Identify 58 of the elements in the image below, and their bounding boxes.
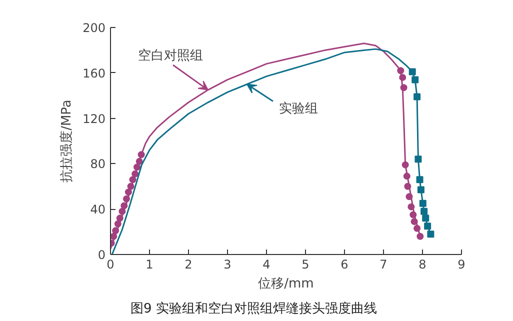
- text: 实验组: [279, 102, 318, 117]
- y-tick-label: 80: [90, 157, 106, 172]
- x-tick-label: 9: [458, 258, 466, 272]
- point: [410, 218, 418, 226]
- y-tick-label: 160: [82, 66, 106, 80]
- point: [112, 227, 120, 234]
- point: [420, 208, 428, 215]
- point: [408, 68, 416, 76]
- x-axis-title: 位移/mm: [258, 276, 314, 292]
- point: [400, 84, 408, 92]
- x-tick-label: 5: [302, 258, 310, 272]
- point: [403, 172, 410, 180]
- point: [129, 176, 136, 184]
- point: [414, 156, 422, 163]
- point: [114, 220, 122, 228]
- x-tick-label: 0: [106, 258, 114, 272]
- point: [412, 76, 419, 84]
- point: [417, 186, 424, 194]
- point: [399, 74, 406, 81]
- x-tick-label: 7: [380, 258, 388, 272]
- x-tick-label: 1: [146, 258, 154, 272]
- point: [416, 176, 424, 184]
- point: [414, 93, 421, 100]
- point: [416, 232, 424, 240]
- caption: 图9 实验组和空白对照组焊缝接头强度曲线: [130, 300, 377, 316]
- y-tick-label: 120: [82, 112, 106, 126]
- point: [134, 164, 141, 171]
- point: [427, 230, 434, 238]
- point: [397, 67, 404, 74]
- point: [120, 202, 128, 210]
- point: [424, 222, 432, 230]
- point: [132, 170, 139, 178]
- y-tick-label: 40: [90, 202, 106, 217]
- series-label: 空白对照组: [138, 48, 203, 64]
- x-tick-label: 8: [418, 258, 426, 272]
- point: [406, 193, 413, 200]
- point: [138, 151, 145, 158]
- x-tick-label: 3: [224, 258, 232, 272]
- x-tick-label: 4: [262, 258, 270, 272]
- point: [410, 211, 417, 218]
- y-tick-label: 200: [82, 21, 106, 35]
- point: [124, 188, 132, 196]
- point: [116, 214, 124, 222]
- y-axis-title: 抗拉强度/MPa: [58, 100, 75, 182]
- y-tick-label: 0: [98, 248, 106, 262]
- point: [127, 182, 134, 190]
- point: [122, 195, 130, 202]
- point: [422, 214, 430, 222]
- point: [419, 200, 426, 207]
- point: [408, 203, 415, 210]
- point: [118, 208, 126, 215]
- point: [110, 232, 118, 240]
- point: [404, 182, 412, 190]
- point: [136, 158, 143, 165]
- point: [402, 161, 409, 168]
- x-tick-label: 6: [340, 258, 348, 272]
- point: [414, 224, 421, 232]
- x-tick-label: 2: [184, 258, 192, 272]
